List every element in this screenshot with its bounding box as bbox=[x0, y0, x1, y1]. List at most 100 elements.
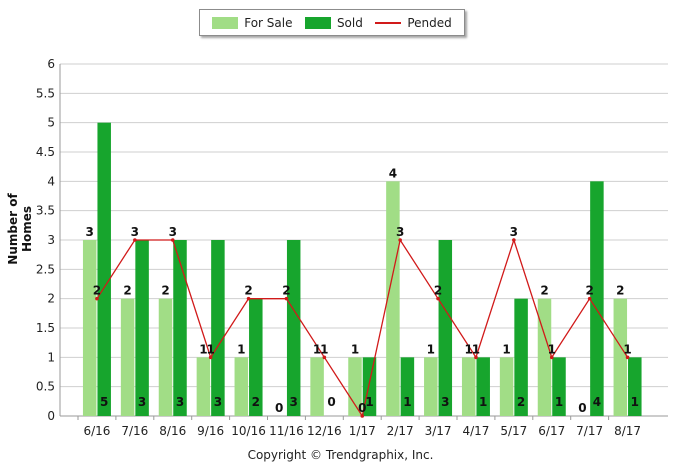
x-tick-label: 8/17 bbox=[614, 424, 641, 438]
x-tick-label: 7/16 bbox=[121, 424, 148, 438]
label-pended: 2 bbox=[282, 284, 290, 298]
pended-point bbox=[208, 355, 213, 360]
pended-point bbox=[246, 296, 251, 301]
bar-sold bbox=[173, 240, 187, 416]
y-tick-label: 3 bbox=[47, 233, 55, 247]
y-tick-label: 1.5 bbox=[36, 321, 55, 335]
x-tick-label: 5/17 bbox=[500, 424, 527, 438]
y-tick-label: 4.5 bbox=[36, 145, 55, 159]
label-pended: 1 bbox=[548, 342, 556, 356]
for-sale-swatch-icon bbox=[212, 16, 239, 29]
pended-point bbox=[587, 296, 592, 301]
label-sold: 1 bbox=[631, 395, 639, 409]
bar-for-sale bbox=[158, 298, 173, 416]
label-pended: 1 bbox=[320, 342, 328, 356]
label-sold: 2 bbox=[517, 395, 525, 409]
label-sold: 3 bbox=[290, 395, 298, 409]
bar-for-sale bbox=[348, 357, 362, 416]
label-sold: 0 bbox=[327, 395, 335, 409]
x-tick-label: 12/16 bbox=[307, 424, 342, 438]
label-pended: 3 bbox=[510, 225, 518, 239]
label-pended: 2 bbox=[93, 284, 101, 298]
x-tick-label: 6/17 bbox=[538, 424, 565, 438]
bar-sold bbox=[476, 357, 490, 416]
label-sold: 3 bbox=[214, 395, 222, 409]
pended-point bbox=[474, 355, 478, 360]
x-tick-label: 7/17 bbox=[576, 424, 603, 438]
pended-point bbox=[360, 414, 365, 418]
label-for-sale: 3 bbox=[86, 225, 94, 239]
label-sold: 1 bbox=[365, 395, 373, 409]
label-pended: 2 bbox=[434, 284, 442, 298]
bar-sold bbox=[135, 240, 149, 416]
legend-label-sold: Sold bbox=[336, 15, 363, 30]
label-sold: 4 bbox=[593, 395, 601, 409]
label-sold: 3 bbox=[138, 395, 146, 409]
bar-sold bbox=[400, 357, 415, 416]
bar-for-sale bbox=[196, 357, 211, 416]
y-tick-label: 2.5 bbox=[36, 262, 55, 276]
pended-point bbox=[170, 238, 175, 242]
x-tick-label: 6/16 bbox=[83, 424, 110, 438]
label-sold: 3 bbox=[176, 395, 184, 409]
sold-swatch-icon bbox=[304, 16, 331, 29]
legend-label-for-sale: For Sale bbox=[244, 15, 293, 30]
copyright-text: Copyright © Trendgraphix, Inc. bbox=[247, 448, 434, 462]
label-sold: 2 bbox=[252, 395, 260, 409]
bar-sold bbox=[249, 298, 263, 416]
x-tick-label: 9/16 bbox=[197, 424, 224, 438]
label-for-sale: 1 bbox=[237, 342, 245, 356]
pended-point bbox=[95, 296, 99, 301]
label-sold: 5 bbox=[100, 395, 108, 409]
x-tick-label: 4/17 bbox=[462, 424, 489, 438]
label-for-sale: 0 bbox=[275, 401, 283, 415]
x-tick-label: 1/17 bbox=[349, 424, 376, 438]
label-for-sale: 1 bbox=[465, 342, 473, 356]
label-for-sale: 2 bbox=[123, 284, 131, 298]
pended-point bbox=[284, 296, 289, 301]
label-sold: 3 bbox=[441, 395, 449, 409]
x-tick-label: 10/16 bbox=[231, 424, 266, 438]
y-tick-label: 0.5 bbox=[36, 380, 55, 394]
label-for-sale: 2 bbox=[540, 284, 548, 298]
y-axis-title: Number of Homes bbox=[6, 193, 34, 265]
pended-point bbox=[512, 238, 516, 242]
bar-for-sale bbox=[537, 298, 552, 416]
bar-for-sale bbox=[234, 357, 249, 416]
pended-line-icon bbox=[375, 21, 402, 24]
label-for-sale: 2 bbox=[161, 284, 169, 298]
label-for-sale: 0 bbox=[578, 401, 586, 415]
y-tick-label: 3.5 bbox=[36, 204, 55, 218]
bar-for-sale bbox=[386, 181, 400, 416]
bar-for-sale bbox=[613, 298, 628, 416]
x-tick-label: 3/17 bbox=[425, 424, 452, 438]
bar-sold bbox=[552, 357, 566, 416]
label-for-sale: 1 bbox=[502, 342, 510, 356]
label-pended: 1 bbox=[206, 342, 214, 356]
y-tick-label: 5 bbox=[47, 116, 55, 130]
bar-sold bbox=[362, 357, 377, 416]
label-pended: 1 bbox=[472, 342, 480, 356]
bar-for-sale bbox=[424, 357, 438, 416]
bar-sold bbox=[438, 240, 453, 416]
label-for-sale: 2 bbox=[616, 284, 624, 298]
y-tick-label: 4 bbox=[47, 174, 55, 188]
label-pended: 3 bbox=[131, 225, 139, 239]
label-pended: 3 bbox=[169, 225, 177, 239]
legend-item-for-sale: For Sale bbox=[212, 16, 292, 30]
bar-for-sale bbox=[82, 240, 97, 416]
pended-point bbox=[398, 238, 402, 242]
label-sold: 1 bbox=[555, 395, 563, 409]
legend-item-sold: Sold bbox=[304, 15, 363, 30]
bar-for-sale bbox=[310, 357, 324, 416]
label-sold: 1 bbox=[479, 395, 487, 409]
bar-sold bbox=[97, 122, 111, 417]
label-for-sale: 4 bbox=[389, 166, 397, 180]
pended-point bbox=[549, 355, 554, 360]
label-pended: 3 bbox=[396, 225, 404, 239]
pended-point bbox=[133, 238, 137, 242]
label-pended: 2 bbox=[244, 284, 252, 298]
y-tick-label: 6 bbox=[47, 57, 55, 71]
